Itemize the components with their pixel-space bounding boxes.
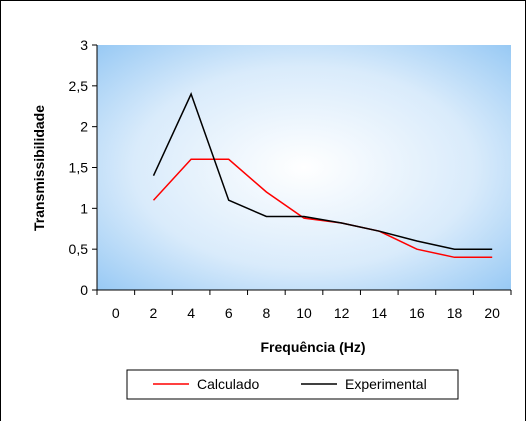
legend-label-calculado: Calculado	[197, 376, 259, 392]
x-tick-label: 0	[112, 305, 120, 321]
series-line-experimental	[152, 92, 493, 250]
y-ticks: 0 0,5 1 1,5 2 2,5 3	[69, 37, 97, 298]
x-tick-label: 8	[262, 305, 270, 321]
y-tick-label: 2,5	[69, 78, 89, 94]
x-tick-label: 14	[371, 305, 387, 321]
y-tick-label: 3	[80, 37, 88, 53]
legend: Calculado Experimental	[126, 369, 459, 400]
series-lines	[152, 92, 493, 259]
x-tick-label: 18	[447, 305, 463, 321]
y-tick-label: 0,5	[69, 241, 89, 257]
y-tick-label: 0	[80, 282, 88, 298]
x-tick-label: 20	[484, 305, 500, 321]
x-axis-title: Frequência (Hz)	[260, 339, 365, 355]
x-tick-label: 16	[409, 305, 425, 321]
y-tick-label: 1	[80, 200, 88, 216]
x-tick-label: 10	[296, 305, 312, 321]
legend-label-experimental: Experimental	[345, 376, 427, 392]
x-tick-label: 6	[225, 305, 233, 321]
y-tick-label: 2	[80, 119, 88, 135]
y-tick-label: 1,5	[69, 160, 89, 176]
series-line-calculado	[152, 158, 493, 259]
y-axis-title: Transmissibilidade	[31, 105, 47, 231]
x-tick-label: 4	[187, 305, 195, 321]
x-tick-label: 2	[150, 305, 158, 321]
plot-area	[97, 45, 511, 290]
x-tick-label: 12	[334, 305, 350, 321]
x-ticks: 0 2 4 6 8 10 12 14 16 18 20	[96, 290, 512, 321]
